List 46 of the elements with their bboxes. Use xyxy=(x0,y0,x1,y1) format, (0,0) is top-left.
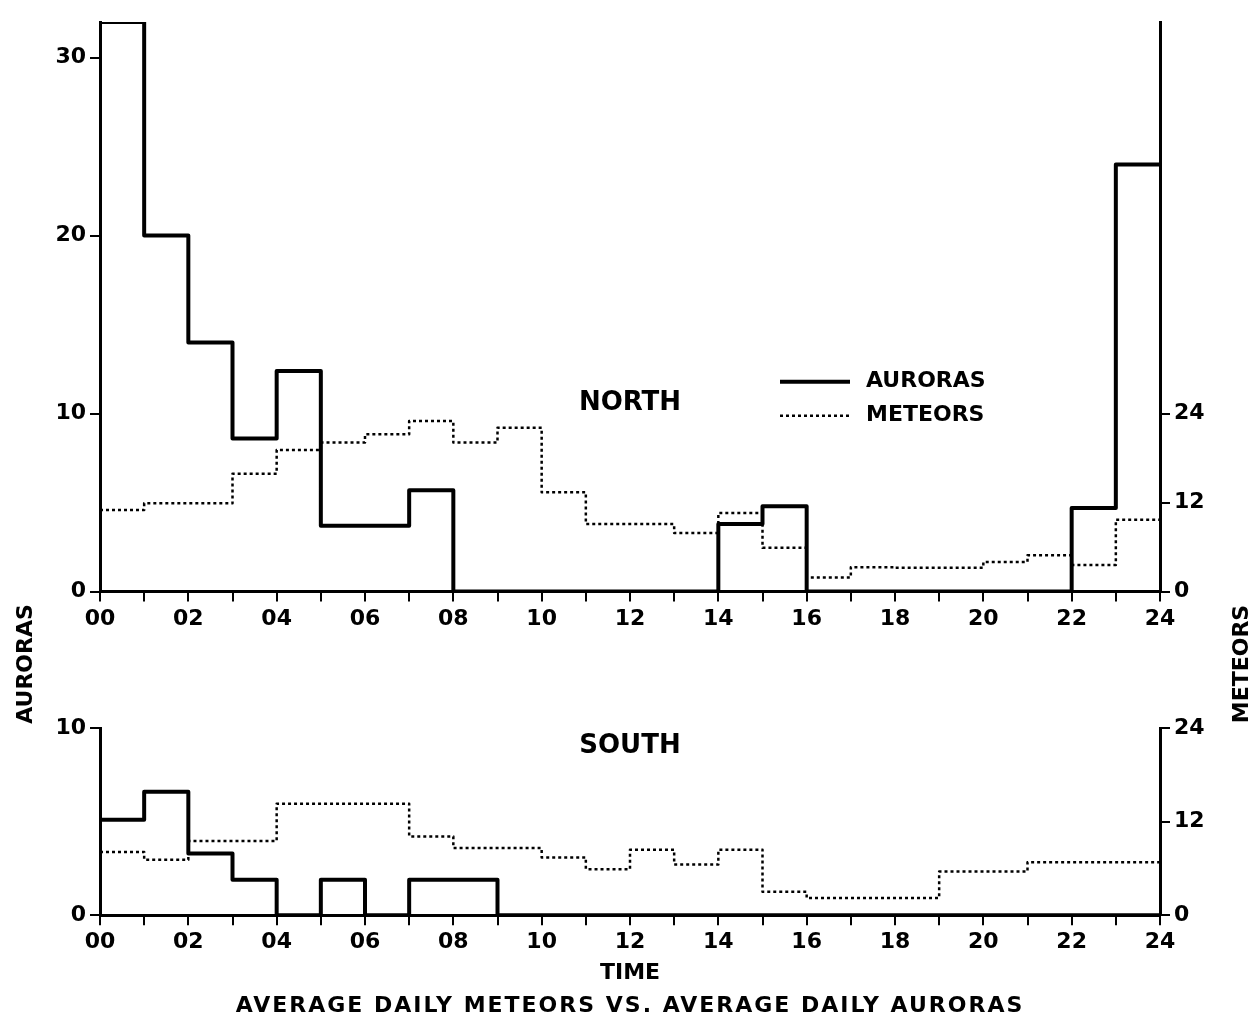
y2-axis-title: METEORS xyxy=(1227,604,1253,724)
x-tick-label: 20 xyxy=(968,604,999,630)
y-tick-label: 0 xyxy=(70,900,86,926)
x-tick-label: 10 xyxy=(526,928,557,954)
x-tick-label: 18 xyxy=(879,604,911,630)
y2-tick-label: 12 xyxy=(1174,488,1205,514)
text: AVERAGE DAILY METEORS VS. AVERAGE DAILY AURORAS xyxy=(234,992,1026,1017)
x-tick-label: 00 xyxy=(84,928,116,954)
x-tick-label: 24 xyxy=(1144,928,1176,954)
chart-title: SOUTH xyxy=(579,729,681,760)
x-tick-label: 24 xyxy=(1144,604,1176,630)
x-tick-label: 22 xyxy=(1056,604,1087,630)
y2-tick-label: 0 xyxy=(1174,577,1190,603)
y-tick-label: 10 xyxy=(55,713,86,739)
text: NORTH xyxy=(578,386,682,417)
legend-label: AURORAS xyxy=(866,367,986,393)
legend-label: METEORS xyxy=(866,401,985,427)
x-tick-label: 06 xyxy=(349,604,381,630)
x-tick-label: 14 xyxy=(703,928,734,954)
x-tick-label: 02 xyxy=(173,604,204,630)
x-tick-label: 04 xyxy=(261,604,292,630)
x-tick-label: 10 xyxy=(526,604,557,630)
y2-tick-label: 12 xyxy=(1174,807,1205,833)
x-tick-label: 16 xyxy=(791,604,822,630)
y-tick-label: 30 xyxy=(55,43,86,69)
x-tick-label: 16 xyxy=(791,928,822,954)
y-tick-label: 20 xyxy=(55,221,86,247)
x-tick-label: 14 xyxy=(703,604,734,630)
y-tick-label: 0 xyxy=(70,577,86,603)
x-tick-label: 22 xyxy=(1056,928,1087,954)
x-tick-label: 02 xyxy=(173,928,204,954)
y-axis-title: AURORAS xyxy=(11,604,37,724)
x-tick-label: 18 xyxy=(879,928,911,954)
y2-tick-label: 0 xyxy=(1174,900,1190,926)
x-tick-label: 08 xyxy=(438,604,469,630)
y-tick-label: 10 xyxy=(55,399,86,425)
x-tick-label: 12 xyxy=(614,604,646,630)
x-tick-label: 20 xyxy=(968,928,999,954)
x-tick-label: 06 xyxy=(349,928,381,954)
x-tick-label: 08 xyxy=(438,928,469,954)
x-axis-title: TIME xyxy=(599,958,661,984)
y2-tick-label: 24 xyxy=(1174,713,1205,739)
x-tick-label: 04 xyxy=(261,928,292,954)
y2-tick-label: 24 xyxy=(1174,399,1205,425)
x-tick-label: 00 xyxy=(84,604,116,630)
x-tick-label: 12 xyxy=(614,928,646,954)
